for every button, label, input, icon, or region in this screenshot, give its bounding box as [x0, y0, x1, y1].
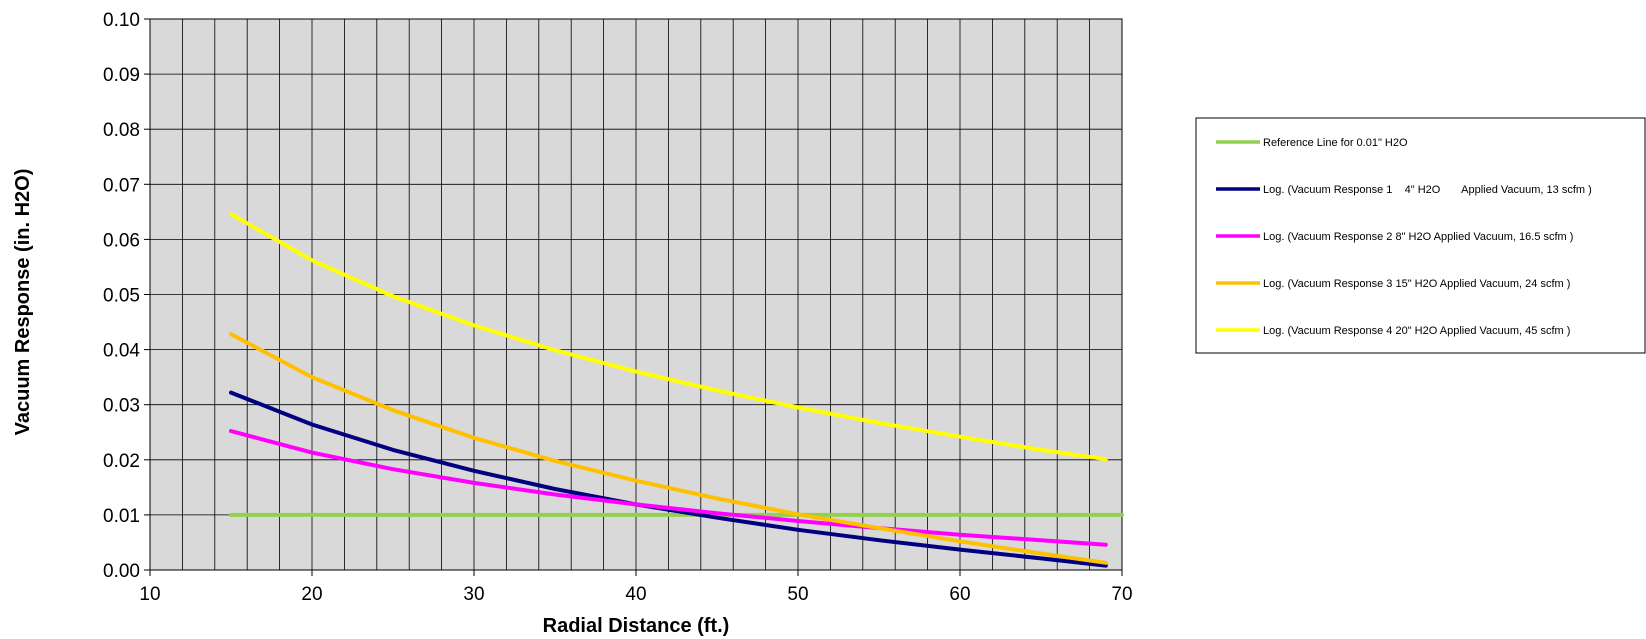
y-tick-label: 0.03 — [103, 396, 140, 417]
x-tick-label: 60 — [949, 584, 970, 605]
y-tick-label: 0.01 — [103, 506, 140, 527]
x-tick-label: 50 — [787, 584, 808, 605]
y-tick-label: 0.05 — [103, 286, 140, 307]
y-tick-label: 0.07 — [103, 175, 140, 196]
x-tick-label: 20 — [301, 584, 322, 605]
y-axis-title: Vacuum Response (in. H2O) — [12, 169, 34, 436]
series-line-2 — [229, 390, 1108, 568]
x-axis-title: Radial Distance (ft.) — [543, 615, 730, 637]
series-layer — [229, 212, 1124, 568]
x-tick-label: 70 — [1111, 584, 1132, 605]
x-tick-label: 40 — [625, 584, 646, 605]
y-tick-label: 0.04 — [103, 341, 140, 362]
y-tick-label: 0.06 — [103, 230, 140, 251]
legend-label-2: Log. (Vacuum Response 1 4" H2O Applied V… — [1263, 184, 1592, 196]
series-line-3 — [229, 429, 1108, 547]
x-tick-labels: 10 20 30 40 50 60 70 — [139, 570, 1133, 605]
x-tick-label: 30 — [463, 584, 484, 605]
y-tick-label: 0.08 — [103, 120, 140, 141]
series-line-4 — [229, 332, 1108, 565]
legend-box — [1195, 117, 1646, 354]
legend-label-3: Log. (Vacuum Response 2 8" H2O Applied V… — [1263, 231, 1573, 243]
y-tick-label: 0.00 — [103, 561, 140, 582]
y-tick-label: 0.10 — [103, 10, 140, 31]
y-tick-label: 0.09 — [103, 65, 140, 86]
series-line-5 — [229, 212, 1108, 462]
legend: Reference Line for 0.01" H2O Log. (Vacuum… — [1216, 137, 1592, 337]
legend-label-5: Log. (Vacuum Response 4 20" H2O Applied … — [1263, 325, 1570, 337]
legend-label-4: Log. (Vacuum Response 3 15" H2O Applied … — [1263, 278, 1570, 290]
y-tick-label: 0.02 — [103, 451, 140, 472]
legend-label-1: Reference Line for 0.01" H2O — [1263, 137, 1408, 149]
y-tick-labels: 0.00 0.01 0.02 0.03 0.04 0.05 0.06 0.07 0.08 0.09… — [103, 10, 150, 582]
x-tick-label: 10 — [139, 584, 160, 605]
